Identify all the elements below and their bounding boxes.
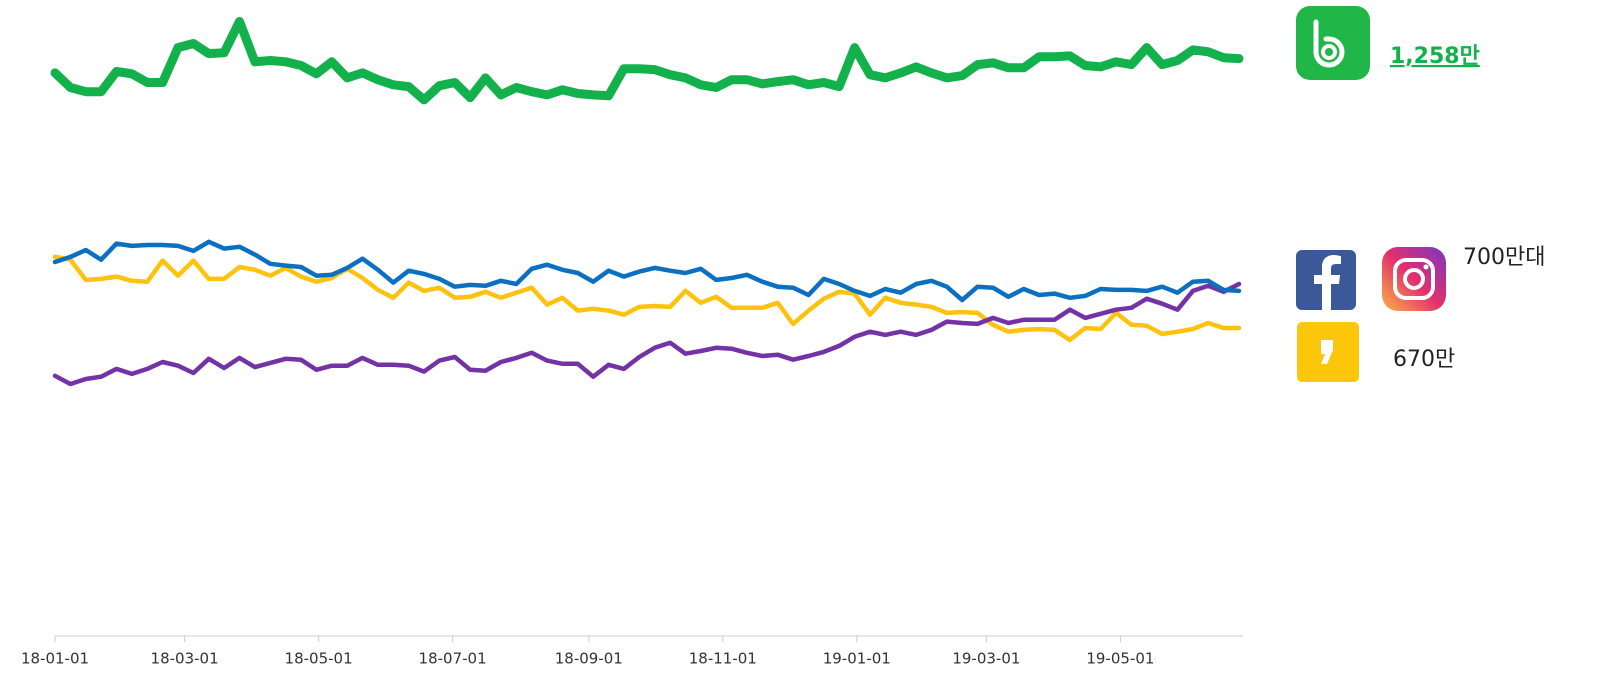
annotation: 700만대	[1463, 245, 1545, 270]
x-tick-label: 18-07-01	[419, 650, 487, 668]
x-tick-label: 18-09-01	[555, 650, 623, 668]
instagram-icon	[1382, 247, 1446, 311]
x-tick-label: 19-05-01	[1086, 650, 1154, 668]
annotation: 670만	[1393, 347, 1455, 372]
x-tick-label: 18-03-01	[151, 650, 219, 668]
x-tick-label: 19-03-01	[952, 650, 1020, 668]
series-line	[50, 17, 1244, 105]
band-icon	[1296, 6, 1370, 80]
x-tick-label: 19-01-01	[823, 650, 891, 668]
x-tick-label: 18-01-01	[21, 650, 89, 668]
annotation: 1,258만	[1390, 44, 1480, 69]
facebook-icon	[1296, 250, 1356, 310]
series-line	[52, 254, 1242, 343]
series-line	[52, 239, 1242, 303]
kakaostory-icon	[1297, 322, 1359, 382]
x-tick-label: 18-11-01	[689, 650, 757, 668]
series-line	[52, 281, 1242, 387]
x-tick-label: 18-05-01	[285, 650, 353, 668]
